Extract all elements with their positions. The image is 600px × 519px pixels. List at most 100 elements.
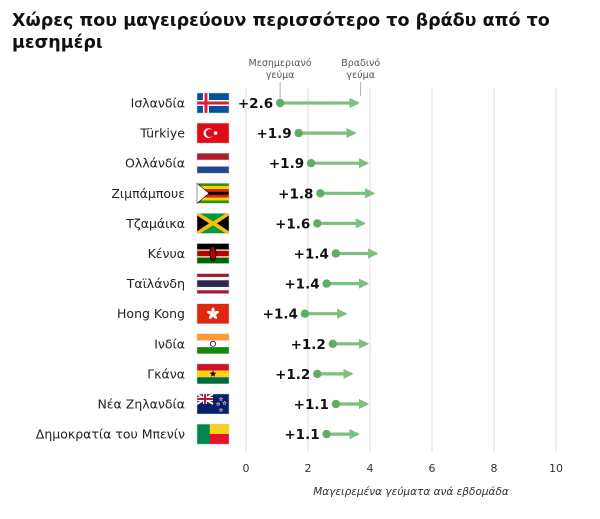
flag-border <box>196 363 230 385</box>
flag-stripe-4 <box>197 194 229 198</box>
country-label: Hong Kong <box>117 306 185 321</box>
lunch-point <box>275 98 285 108</box>
country-label: Ινδία <box>154 336 185 351</box>
row-4: Τζαμάικα +1.6 <box>125 213 366 234</box>
difference-label: +1.8 <box>278 186 313 202</box>
ghana-flag <box>196 363 230 385</box>
flag-border <box>196 243 230 264</box>
hong-kong-flag <box>196 303 230 324</box>
row-9: Γκάνα +1.2 <box>147 363 354 385</box>
country-label: Ταϊλάνδη <box>126 276 185 291</box>
flag-stripe-3 <box>197 191 229 195</box>
flag-stripe-saffron <box>197 333 229 341</box>
flag-stripe-red <box>197 363 229 371</box>
chart-title: Χώρες που μαγειρεύουν περισσότερο το βρά… <box>12 11 550 53</box>
difference-label: +1.6 <box>275 216 310 232</box>
flag-star-2 <box>222 400 227 406</box>
flag-petal-0 <box>211 307 215 314</box>
country-label: Νέα Ζηλανδία <box>97 397 185 412</box>
difference-label: +1.1 <box>294 397 329 413</box>
country-label: Ολλάνδία <box>125 156 185 171</box>
new-zealand-flag <box>196 393 230 415</box>
country-label: Δημοκρατία του Μπενίν <box>36 427 185 442</box>
lunch-point <box>300 309 310 318</box>
flag-border <box>196 213 230 234</box>
row-1: Türkiye +1.9 <box>139 122 357 144</box>
x-tick-label-10: 10 <box>549 462 563 475</box>
flag-yellow <box>209 424 229 435</box>
turkey-flag <box>196 122 230 144</box>
x-tick-label-0: 0 <box>243 462 250 475</box>
flag-stripe-1 <box>197 186 229 190</box>
difference-label: +1.2 <box>291 337 326 353</box>
lunch-point <box>331 249 341 258</box>
country-label: Τζαμάικα <box>125 216 185 231</box>
zimbabwe-flag <box>196 182 230 204</box>
lunch-point <box>316 189 325 198</box>
difference-label: +1.4 <box>284 277 319 293</box>
x-axis-label: Μαγειρεμένα γεύματα ανά εβδομάδα <box>313 486 509 498</box>
kenya-flag <box>196 243 230 264</box>
flag-black-right <box>217 215 229 232</box>
flag-border <box>196 92 230 114</box>
difference-label: +1.9 <box>256 126 291 142</box>
flag-chakra <box>209 340 216 347</box>
flag-petal-1 <box>213 310 219 315</box>
row-2: Ολλάνδία +1.9 <box>125 152 370 174</box>
benin-flag <box>196 423 230 445</box>
flag-stripe-6 <box>197 200 229 204</box>
flag-border <box>196 273 230 294</box>
x-tick-label-4: 4 <box>367 462 374 475</box>
flag-stripe-green <box>197 377 229 384</box>
flag-stripe-blue <box>197 166 229 174</box>
country-label: Γκάνα <box>147 366 185 381</box>
flag-petal-2 <box>212 313 218 319</box>
flag-border <box>196 122 230 144</box>
iceland-flag <box>196 92 230 114</box>
flag-field <box>197 303 229 324</box>
x-tick-label-6: 6 <box>429 462 436 475</box>
legend-lunch-line2: γεύμα <box>266 70 295 81</box>
flag-shield <box>209 246 217 261</box>
flag-red <box>209 434 229 445</box>
difference-label: +1.2 <box>275 367 310 383</box>
lunch-point <box>313 369 322 379</box>
country-label: Ζιμπάμπουε <box>111 186 185 201</box>
flag-stripe-red <box>197 153 229 160</box>
flag-stripe-white <box>197 340 229 348</box>
flag-stripe-2 <box>197 189 229 193</box>
lunch-point <box>328 339 337 348</box>
x-tick-label-8: 8 <box>491 462 498 475</box>
india-flag <box>196 333 230 355</box>
flag-petal-4 <box>207 310 213 315</box>
flag-border <box>196 152 230 174</box>
flag-blue <box>197 280 229 287</box>
thailand-flag <box>196 273 230 294</box>
jamaica-flag <box>196 213 230 234</box>
difference-label: +1.9 <box>269 156 304 172</box>
row-3: Ζιμπάμπουε +1.8 <box>111 182 376 204</box>
difference-label: +1.4 <box>294 247 329 263</box>
flag-cross-red-h <box>197 398 213 400</box>
lunch-point <box>313 219 322 228</box>
row-8: Ινδία +1.2 <box>154 333 370 355</box>
flag-border <box>196 303 230 324</box>
flag-star-3 <box>218 407 224 413</box>
flag-star-0 <box>218 396 224 402</box>
difference-label: +1.1 <box>284 427 319 443</box>
row-11: Δημοκρατία του Μπενίν +1.1 <box>36 423 360 445</box>
flag-border <box>196 183 230 204</box>
country-label: Türkiye <box>139 126 185 141</box>
row-5: Κένυα +1.4 <box>148 243 379 264</box>
flag-field <box>197 213 229 234</box>
lunch-point <box>306 159 316 168</box>
flag-border <box>196 393 230 415</box>
flag-stripe-green <box>197 347 229 354</box>
lunch-point <box>331 399 341 409</box>
flag-stripe-5 <box>197 197 229 201</box>
country-label: Ισλανδία <box>131 96 185 111</box>
netherlands-flag <box>196 152 230 174</box>
difference-label: +1.4 <box>263 307 298 323</box>
flag-star-1 <box>215 401 221 407</box>
